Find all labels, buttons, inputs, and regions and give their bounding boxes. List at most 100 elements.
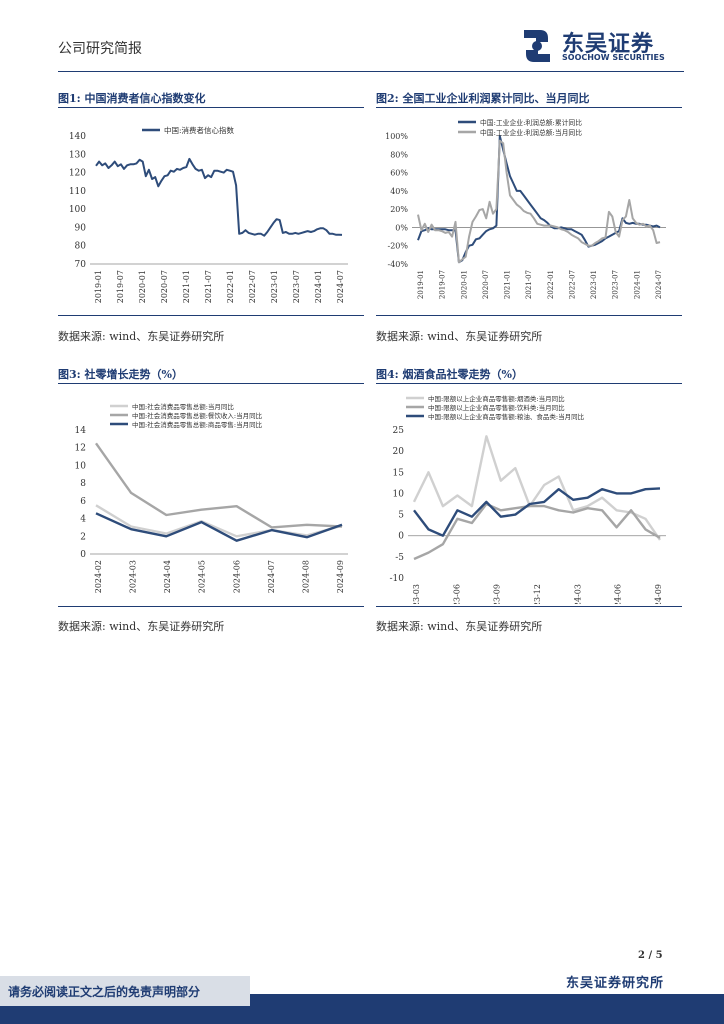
x-tick-label: 2019-01 — [417, 270, 425, 299]
legend-label: 中国:工业企业:利润总额:累计同比 — [480, 118, 582, 127]
x-tick-label: 2024-07 — [336, 270, 345, 303]
figure-source: 数据来源: wind、东吴证券研究所 — [376, 330, 543, 343]
y-tick-label: 12 — [75, 444, 86, 454]
series-line — [95, 442, 343, 529]
legend-label: 中国:限额以上企业商品零售额:粮油、食品类:当月同比 — [428, 412, 585, 421]
figure-3: 图3: 社零增长走势（%） 14 12 10 8 6 4 2 0 2024-02 2024-03 2… — [58, 366, 364, 636]
x-tick-label: 2023-01 — [590, 270, 598, 299]
y-tick-label: 0% — [395, 223, 408, 232]
y-tick-label: 20% — [390, 205, 408, 214]
series-line — [95, 157, 343, 237]
y-tick-label: 14 — [75, 426, 87, 436]
y-tick-label: 2 — [80, 532, 86, 542]
legend-label: 中国:社会消费品零售总额:商品零售:当月同比 — [132, 420, 263, 429]
chart-consumer-confidence: 140 130 120 110 100 90 80 70 2019-01 2019-07 2020-… — [58, 112, 364, 316]
legend-label: 中国:工业企业:利润总额:当月同比 — [480, 128, 582, 137]
x-tick-label: 2023-07 — [292, 270, 301, 303]
figure-title: 图4: 烟酒食品社零走势（%） — [376, 368, 523, 381]
y-tick-label: 80 — [75, 242, 87, 252]
x-tick-label: 2019-07 — [439, 270, 447, 299]
company-logo: 东吴证券 SOOCHOW SECURITIES — [516, 26, 686, 66]
y-tick-label: -40% — [388, 260, 409, 269]
x-tick-label: 2021-07 — [525, 270, 533, 299]
x-tick-label: 2023-12 — [533, 584, 542, 604]
x-tick-label: 2020-01 — [138, 270, 147, 303]
chart-food-tobacco-retail: 25 20 15 10 5 0 -5 -10 2023-03 2023-06 2023-09 2023… — [376, 388, 682, 617]
x-tick-label: 2020-07 — [160, 270, 169, 303]
x-tick-label: 2019-07 — [116, 270, 125, 303]
y-tick-label: 0 — [80, 550, 86, 560]
y-tick-label: 110 — [69, 187, 86, 197]
x-tick-label: 2024-08 — [301, 560, 310, 593]
header-rule — [58, 71, 684, 72]
x-tick-label: 2021-07 — [204, 270, 213, 303]
y-tick-label: 8 — [80, 479, 86, 489]
logo-text-en: SOOCHOW SECURITIES — [562, 53, 665, 62]
chart-svg: 140 130 120 110 100 90 80 70 2019-01 2019-07 2020-… — [69, 125, 348, 303]
x-tick-label: 2024-07 — [267, 560, 276, 593]
legend-label: 中国:限额以上企业商品零售额:饮料类:当月同比 — [428, 403, 565, 412]
y-tick-label: 100% — [385, 132, 408, 141]
chart-svg: 25 20 15 10 5 0 -5 -10 2023-03 2023-06 2023-09 2023… — [390, 394, 666, 617]
series-line — [413, 487, 661, 537]
x-tick-label: 2024-03 — [573, 584, 582, 604]
x-tick-label: 2024-07 — [655, 270, 663, 299]
figure-title-rule — [58, 107, 364, 108]
y-tick-label: 4 — [80, 515, 86, 525]
figure-title: 图3: 社零增长走势（%） — [58, 368, 183, 381]
x-tick-label: 2020-01 — [460, 270, 468, 299]
x-tick-label: 2024-03 — [129, 560, 138, 593]
x-tick-label: 2024-06 — [232, 560, 241, 593]
x-tick-label: 2023-01 — [270, 270, 279, 303]
x-tick-label: 2019-01 — [94, 270, 103, 303]
legend-label: 中国:限额以上企业商品零售额:烟酒类:当月同比 — [428, 394, 565, 403]
x-tick-label: 2023-06 — [452, 584, 461, 604]
x-tick-label: 2024-05 — [198, 560, 207, 593]
x-tick-label: 2024-09 — [654, 584, 663, 604]
x-tick-label: 2024-02 — [94, 560, 103, 593]
series-line — [417, 139, 661, 264]
y-tick-label: 6 — [80, 497, 86, 507]
legend-label: 中国:社会消费品零售总额:餐饮收入:当月同比 — [132, 411, 263, 420]
legend-label: 中国:消费者信心指数 — [164, 125, 235, 135]
y-tick-label: 25 — [393, 426, 405, 436]
y-tick-label: 10 — [75, 461, 87, 471]
y-tick-label: 60% — [390, 169, 408, 178]
y-tick-label: 80% — [390, 150, 408, 159]
y-tick-label: -10 — [390, 574, 405, 584]
figure-source: 数据来源: wind、东吴证券研究所 — [376, 620, 543, 633]
x-tick-label: 2023-07 — [612, 270, 620, 299]
y-tick-label: 0 — [398, 532, 404, 542]
x-tick-label: 2024-01 — [314, 270, 323, 303]
figure-source: 数据来源: wind、东吴证券研究所 — [58, 620, 225, 633]
y-tick-label: 70 — [75, 260, 87, 270]
page-number: 2 / 5 — [638, 950, 663, 961]
series-line — [413, 502, 661, 561]
chart-retail-sales: 14 12 10 8 6 4 2 0 2024-02 2024-03 2024-04 2024-05 2… — [58, 388, 364, 608]
series-line — [412, 435, 661, 541]
y-tick-label: 120 — [69, 169, 86, 179]
figure-bottom-rule — [376, 606, 682, 607]
figure-2: 图2: 全国工业企业利润累计同比、当月同比 100% 80% 60% 40% 20% 0%… — [376, 90, 682, 360]
y-tick-label: 10 — [393, 489, 405, 499]
footer-disclaimer-box — [0, 976, 250, 1006]
y-tick-label: 90 — [75, 223, 87, 233]
x-tick-label: 2022-07 — [248, 270, 257, 303]
y-tick-label: 5 — [398, 511, 404, 521]
x-tick-label: 2024-06 — [614, 584, 623, 604]
x-tick-label: 2023-03 — [412, 584, 421, 604]
y-tick-label: 130 — [69, 150, 86, 160]
figure-bottom-rule — [376, 315, 682, 316]
x-tick-label: 2022-01 — [547, 270, 555, 299]
figure-title-rule — [58, 383, 364, 384]
x-tick-label: 2021-01 — [182, 270, 191, 303]
report-type: 公司研究简报 — [58, 41, 142, 57]
x-tick-label: 2022-07 — [568, 270, 576, 299]
y-tick-label: 15 — [393, 468, 405, 478]
logo-text-cn: 东吴证券 — [562, 32, 655, 57]
y-tick-label: 140 — [69, 132, 86, 142]
x-tick-label: 2021-01 — [504, 270, 512, 299]
series-line — [417, 135, 661, 264]
y-tick-label: -5 — [395, 553, 404, 563]
y-tick-label: 100 — [69, 205, 86, 215]
